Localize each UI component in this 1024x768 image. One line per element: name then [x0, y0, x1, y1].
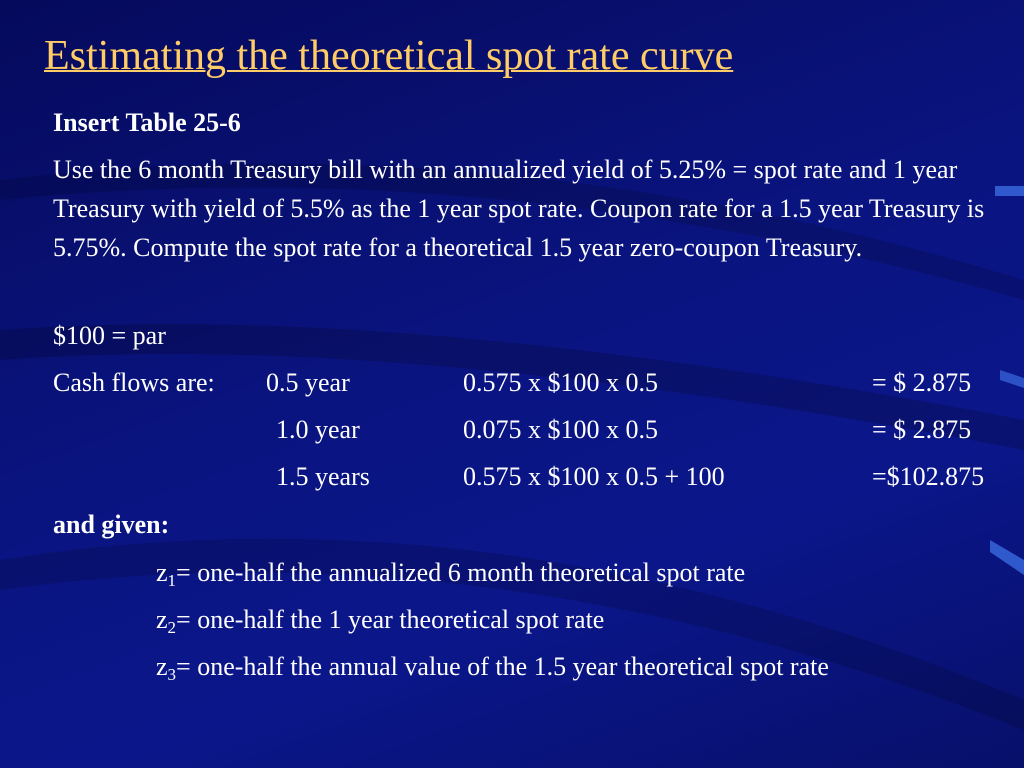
subscript: 3 [167, 665, 177, 684]
cash-flow-amount: = $ 2.875 [872, 368, 972, 397]
slide-title: Estimating the theoretical spot rate cur… [44, 33, 734, 79]
variable: z [156, 558, 168, 587]
definition-text: = one-half the annualized 6 month theore… [176, 558, 746, 587]
cash-flow-formula: 0.075 x $100 x 0.5 [463, 415, 658, 444]
definition: z3= one-half the annual value of the 1.5… [156, 647, 829, 686]
variable: z [156, 605, 168, 634]
cash-flow-amount: = $ 2.875 [872, 415, 972, 444]
cash-flow-formula: 0.575 x $100 x 0.5 [463, 368, 658, 397]
given-label: and given: [53, 510, 170, 539]
paragraph: Use the 6 month Treasury bill with an an… [53, 155, 985, 262]
par-line: $100 = par [53, 321, 166, 350]
heading: Insert Table 25-6 [53, 108, 241, 137]
variable: z [156, 652, 168, 681]
cash-flow-formula: 0.575 x $100 x 0.5 + 100 [463, 462, 725, 491]
cash-flow-period: 1.5 years [276, 462, 370, 491]
definition-text: = one-half the annual value of the 1.5 y… [176, 652, 829, 681]
subscript: 1 [167, 571, 177, 590]
cash-flow-period: 0.5 year [266, 368, 350, 397]
definition: z2= one-half the 1 year theoretical spot… [156, 600, 604, 639]
subscript: 2 [167, 618, 177, 637]
definition: z1= one-half the annualized 6 month theo… [156, 553, 745, 592]
cash-flow-amount: =$102.875 [872, 462, 985, 491]
definition-text: = one-half the 1 year theoretical spot r… [176, 605, 605, 634]
cash-flow-period: 1.0 year [276, 415, 360, 444]
cash-flows-label: Cash flows are: [53, 368, 215, 397]
